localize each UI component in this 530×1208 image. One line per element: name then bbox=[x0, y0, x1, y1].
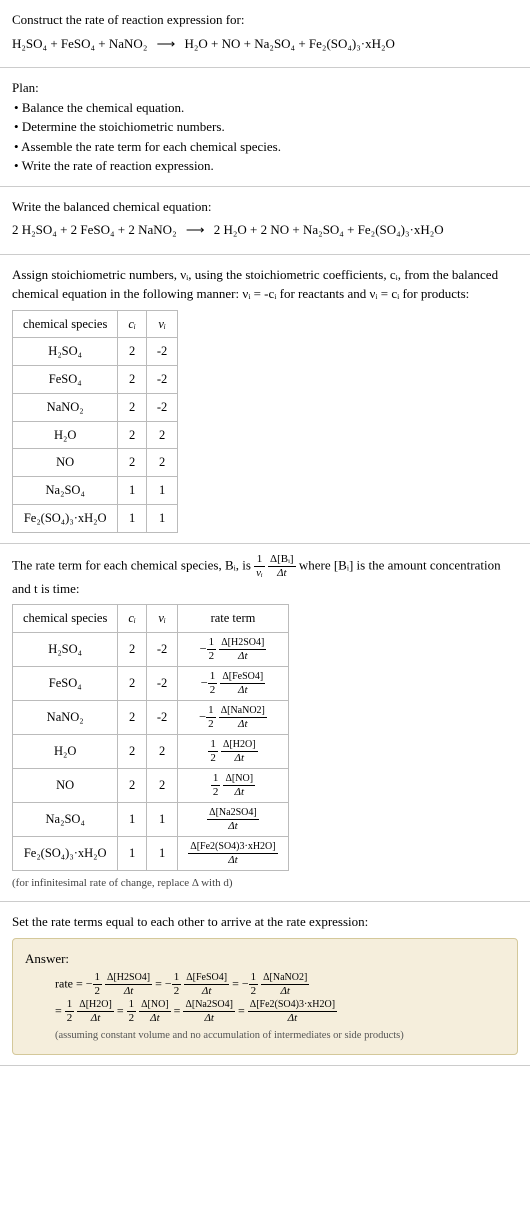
frac-delta: Δ[Bᵢ]Δt bbox=[268, 554, 296, 579]
delta-note: (for infinitesimal rate of change, repla… bbox=[12, 875, 518, 892]
table-row: FeSO₄2-2 bbox=[13, 366, 178, 394]
col-rateterm: rate term bbox=[178, 605, 288, 633]
col-ci: cᵢ bbox=[118, 605, 147, 633]
rateterms-intro: The rate term for each chemical species,… bbox=[12, 554, 518, 599]
col-ci: cᵢ bbox=[118, 310, 147, 338]
table-row: NO2212 Δ[NO]Δt bbox=[13, 768, 289, 802]
plan-title: Plan: bbox=[12, 78, 518, 98]
section-answer: Set the rate terms equal to each other t… bbox=[0, 902, 530, 1066]
prompt-title: Construct the rate of reaction expressio… bbox=[12, 10, 518, 30]
stoich-table: chemical species cᵢ νᵢ H₂SO₄2-2 FeSO₄2-2… bbox=[12, 310, 178, 533]
balanced-rhs: 2 H₂O + 2 NO + Na₂SO₄ + Fe₂(SO₄)₃·xH₂O bbox=[214, 222, 444, 237]
plan-item: Determine the stoichiometric numbers. bbox=[14, 117, 518, 137]
table-row: Na₂SO₄11Δ[Na2SO4]Δt bbox=[13, 802, 289, 836]
table-row: H₂SO₄2-2−12 Δ[H2SO4]Δt bbox=[13, 632, 289, 666]
unbalanced-equation: H₂SO₄ + FeSO₄ + NaNO₂ ⟶ H₂O + NO + Na₂SO… bbox=[12, 34, 518, 54]
section-plan: Plan: Balance the chemical equation. Det… bbox=[0, 68, 530, 187]
eq-lhs: H₂SO₄ + FeSO₄ + NaNO₂ bbox=[12, 36, 147, 51]
answer-box: Answer: rate = −12 Δ[H2SO4]Δt = −12 Δ[Fe… bbox=[12, 938, 518, 1055]
answer-label: Answer: bbox=[25, 949, 505, 969]
section-rateterms: The rate term for each chemical species,… bbox=[0, 544, 530, 903]
frac-coef: 1νᵢ bbox=[254, 554, 265, 579]
section-stoich: Assign stoichiometric numbers, νᵢ, using… bbox=[0, 255, 530, 544]
table-row: NO22 bbox=[13, 449, 178, 477]
table-row: NaNO₂2-2−12 Δ[NaNO2]Δt bbox=[13, 700, 289, 734]
eq-rhs: H₂O + NO + Na₂SO₄ + Fe₂(SO₄)₃·xH₂O bbox=[185, 36, 395, 51]
table-row: Fe₂(SO₄)₃·xH₂O11Δ[Fe2(SO4)3·xH2O]Δt bbox=[13, 836, 289, 870]
table-row: NaNO₂2-2 bbox=[13, 393, 178, 421]
col-vi: νᵢ bbox=[146, 310, 177, 338]
table-row: H₂SO₄2-2 bbox=[13, 338, 178, 366]
rateterms-table: chemical species cᵢ νᵢ rate term H₂SO₄2-… bbox=[12, 604, 289, 871]
arrow-icon: ⟶ bbox=[186, 220, 205, 240]
section-balanced: Write the balanced chemical equation: 2 … bbox=[0, 187, 530, 255]
answer-footnote: (assuming constant volume and no accumul… bbox=[25, 1028, 505, 1044]
table-header-row: chemical species cᵢ νᵢ rate term bbox=[13, 605, 289, 633]
section-prompt: Construct the rate of reaction expressio… bbox=[0, 0, 530, 68]
rate-expression-line2: = 12 Δ[H2O]Δt = 12 Δ[NO]Δt = Δ[Na2SO4]Δt… bbox=[25, 999, 505, 1024]
table-row: Fe₂(SO₄)₃·xH₂O11 bbox=[13, 504, 178, 532]
arrow-icon: ⟶ bbox=[157, 34, 176, 54]
balanced-lhs: 2 H₂SO₄ + 2 FeSO₄ + 2 NaNO₂ bbox=[12, 222, 177, 237]
table-row: FeSO₄2-2−12 Δ[FeSO4]Δt bbox=[13, 666, 289, 700]
plan-item: Write the rate of reaction expression. bbox=[14, 156, 518, 176]
table-header-row: chemical species cᵢ νᵢ bbox=[13, 310, 178, 338]
table-row: Na₂SO₄11 bbox=[13, 477, 178, 505]
stoich-intro: Assign stoichiometric numbers, νᵢ, using… bbox=[12, 265, 518, 304]
table-row: H₂O2212 Δ[H2O]Δt bbox=[13, 734, 289, 768]
plan-item: Assemble the rate term for each chemical… bbox=[14, 137, 518, 157]
col-vi: νᵢ bbox=[146, 605, 177, 633]
balanced-equation: 2 H₂SO₄ + 2 FeSO₄ + 2 NaNO₂ ⟶ 2 H₂O + 2 … bbox=[12, 220, 518, 240]
col-species: chemical species bbox=[13, 310, 118, 338]
rate-expression-line1: rate = −12 Δ[H2SO4]Δt = −12 Δ[FeSO4]Δt =… bbox=[25, 972, 505, 997]
col-species: chemical species bbox=[13, 605, 118, 633]
table-row: H₂O22 bbox=[13, 421, 178, 449]
plan-item: Balance the chemical equation. bbox=[14, 98, 518, 118]
plan-list: Balance the chemical equation. Determine… bbox=[12, 98, 518, 176]
balanced-title: Write the balanced chemical equation: bbox=[12, 197, 518, 217]
answer-title: Set the rate terms equal to each other t… bbox=[12, 912, 518, 932]
